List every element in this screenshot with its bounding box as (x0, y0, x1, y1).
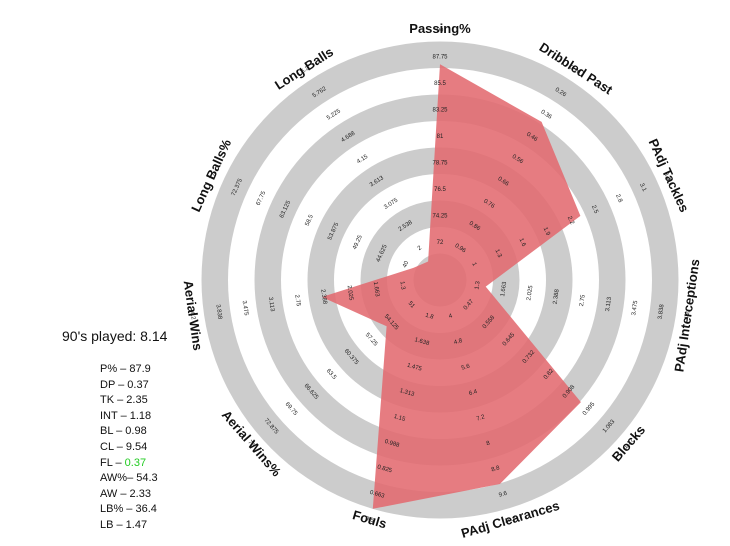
tick-label: 0.86 (468, 221, 482, 233)
tick-label: 1.6 (518, 237, 527, 248)
tick-label: 1.15 (393, 414, 407, 423)
tick-label: 4.8 (453, 338, 463, 346)
tick-label: 4.2 (684, 310, 691, 320)
tick-label: 74.25 (432, 213, 448, 219)
tick-label: 0.16 (568, 65, 582, 77)
radar-data-polygon (321, 64, 581, 509)
tick-label: 8 (486, 440, 492, 447)
stat-row: INT – 1.18 (100, 409, 152, 422)
tick-label: 3.838 (214, 304, 222, 320)
tick-label: 2.8 (614, 193, 623, 204)
tick-label: 1.638 (414, 337, 431, 347)
tick-label: 49.25 (352, 234, 364, 251)
tick-label: 4.15 (356, 154, 370, 166)
stat-row: P% – 87.9 (100, 363, 151, 375)
tick-label: 1.8 (424, 313, 434, 321)
tick-label: 1.663 (372, 281, 380, 297)
tick-label: 3.113 (605, 296, 613, 312)
tick-label: 1.3 (474, 280, 481, 290)
tick-label: 0.76 (482, 199, 496, 211)
tick-label: 2 (417, 245, 424, 252)
tick-label: 0.66 (497, 176, 511, 188)
stat-row: LB% – 36.4 (100, 503, 157, 516)
tick-label: 90 (437, 28, 444, 34)
tick-label: 85.5 (434, 81, 446, 87)
stat-prefix: FL – (100, 456, 125, 469)
tick-label: 0.5 (365, 516, 375, 524)
stat-row: CL – 9.54 (100, 440, 148, 453)
tick-label: 10.4 (504, 515, 518, 524)
tick-label: 6.4 (468, 389, 478, 397)
stat-highlight-value: 0.37 (124, 456, 147, 469)
tick-label: 78.75 (432, 160, 448, 166)
stat-row: DP – 0.37 (100, 378, 149, 391)
stat-row: TK – 2.35 (100, 394, 148, 407)
tick-label: 5.6 (461, 363, 471, 371)
tick-label: 2.75 (579, 294, 587, 307)
tick-label: 3.113 (267, 297, 275, 313)
tick-label: 2.388 (319, 289, 327, 305)
tick-label: 3.475 (631, 300, 639, 316)
tick-label: 3.838 (658, 303, 666, 319)
tick-label: 0.26 (554, 87, 568, 99)
tick-label: 0.56 (511, 154, 525, 166)
tick-label: 6.3 (300, 65, 311, 75)
tick-label: 76.5 (434, 187, 446, 193)
tick-label: 2.025 (346, 285, 354, 301)
stat-row: FL – 0.37 (100, 456, 167, 472)
stat-row: AW%– 54.3 (100, 472, 158, 485)
tick-label: 4.2 (189, 311, 196, 321)
tick-label: 0.988 (384, 439, 401, 449)
nineties-played: 90's played: 8.14 (62, 328, 168, 344)
tick-label: 2.025 (526, 284, 534, 300)
tick-label: 81 (437, 134, 444, 140)
tick-label: 2.75 (293, 294, 301, 307)
tick-label: 51 (407, 301, 416, 310)
stat-row: AW – 2.33 (100, 487, 151, 500)
tick-label: 2.5 (590, 204, 599, 215)
radar-polygon-layer (321, 64, 581, 509)
tick-label: 40 (402, 260, 411, 269)
tick-label: 1 (470, 262, 477, 268)
tick-label: 0.96 (454, 243, 468, 255)
tick-label: 3.1 (638, 182, 647, 193)
tick-label: 9.6 (498, 491, 508, 499)
tick-label: 77 (209, 172, 218, 181)
tick-label: 4 (448, 313, 454, 320)
tick-label: 1.313 (399, 388, 416, 398)
tick-label: 2.388 (553, 288, 561, 304)
tick-label: 1.3 (398, 281, 405, 291)
tick-label: 87.75 (432, 54, 448, 60)
tick-label: 1.475 (406, 363, 423, 373)
tick-label: 0.663 (369, 490, 386, 500)
stat-row: LB – 1.47 (100, 518, 148, 531)
tick-label: 2.2 (566, 215, 575, 226)
tick-label: 72 (437, 240, 444, 246)
stats-panel: 90's played: 8.14 P% – 87.9 DP – 0.37 TK –… (62, 328, 167, 534)
tick-label: 76 (246, 439, 255, 448)
tick-label: 58.5 (305, 213, 316, 227)
tick-label: 0.36 (540, 109, 554, 121)
tick-label: 1.663 (500, 281, 508, 297)
tick-label: 8.8 (491, 465, 501, 473)
tick-label: 83.25 (432, 107, 448, 113)
tick-label: 1.9 (542, 226, 551, 237)
tick-label: 3.475 (241, 300, 249, 316)
tick-label: 67.75 (256, 190, 268, 207)
tick-label: 3.4 (662, 171, 671, 182)
tick-label: 0.46 (525, 132, 539, 144)
tick-label: 7.2 (476, 414, 486, 422)
stat-list: P% – 87.9 DP – 0.37 TK – 2.35 INT – 1.18 BL … (100, 362, 167, 534)
tick-label: 1.3 (493, 248, 502, 259)
axis-label: Passing% (409, 21, 471, 36)
tick-label: 0.825 (376, 464, 393, 474)
stat-row: BL – 0.98 (100, 425, 147, 438)
